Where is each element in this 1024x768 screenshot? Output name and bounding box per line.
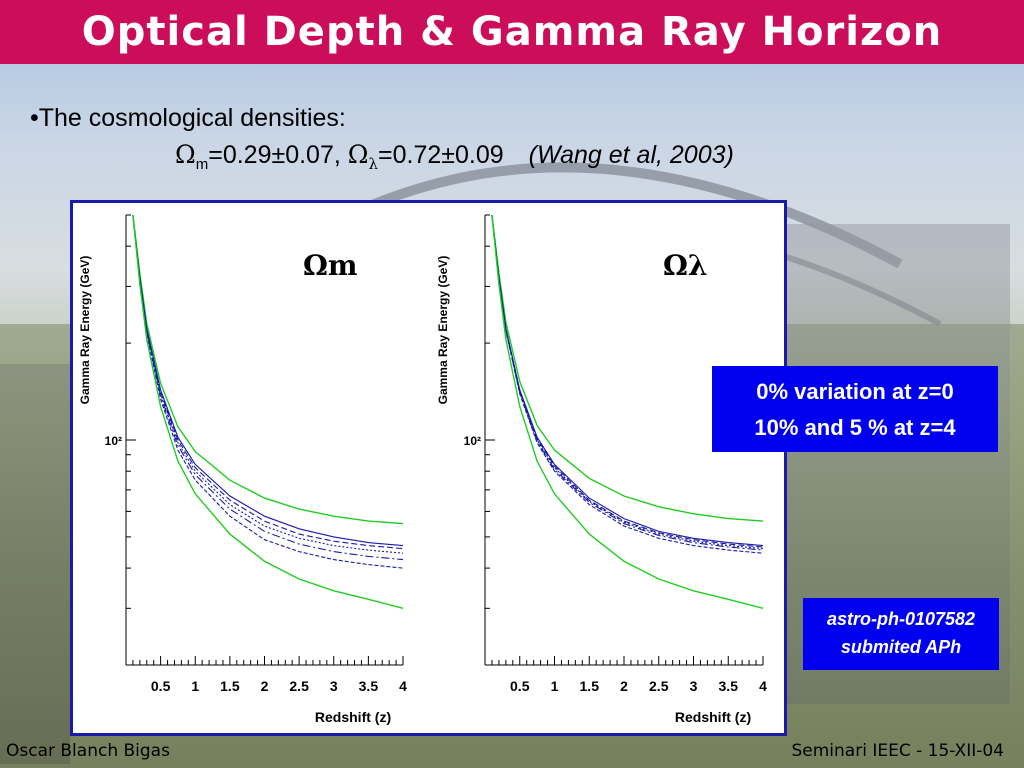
series-line-blue [132, 214, 404, 561]
series-line-blue [132, 214, 404, 569]
reference-callout: astro-ph-0107582 submited APh [803, 598, 999, 670]
series-line-green [132, 214, 404, 609]
x-tick-label: 3.5 [719, 678, 739, 694]
x-tick-label: 1.5 [580, 678, 600, 694]
x-tick-label: 2.5 [289, 678, 309, 694]
omega-symbol-2: Ω [347, 140, 369, 169]
omega-m-value: =0.29±0.07, [208, 141, 341, 169]
footer-author: Oscar Blanch Bigas [6, 741, 170, 761]
panel-label: Ωm [303, 249, 358, 282]
series-line-blue [132, 214, 404, 547]
x-tick-label: 1 [551, 678, 559, 694]
citation: (Wang et al, 2003) [528, 141, 734, 169]
x-tick-label: 3.5 [359, 678, 379, 694]
reference-line-1: astro-ph-0107582 [826, 609, 976, 629]
x-tick-label: 4 [759, 678, 767, 694]
variation-line-2: 10% and 5 % at z=4 [754, 415, 956, 440]
panel-label: Ωλ [663, 249, 708, 282]
y-axis-label: Gamma Ray Energy (GeV) [78, 256, 92, 405]
series-line-blue [491, 214, 764, 548]
omega-symbol: Ω [175, 140, 196, 169]
x-tick-label: 2 [620, 678, 628, 694]
series-line-green [491, 214, 764, 522]
x-tick-label: 4 [399, 678, 407, 694]
x-tick-label: 0.5 [151, 678, 171, 694]
variation-line-1: 0% variation at z=0 [756, 379, 954, 404]
series-line-blue [491, 214, 764, 554]
chart-svg: 10² 0.5 1 1.5 2 2.5 3 3.5 4 Redshift (z) Gamma Ray… [78, 214, 767, 725]
x-tick-label: 3 [330, 678, 338, 694]
reference-line-2: submited APh [840, 637, 962, 657]
omega-lambda-value: =0.72±0.09 [378, 141, 504, 169]
title-bar: Optical Depth & Gamma Ray Horizon [0, 0, 1024, 64]
x-tick-label: 0.5 [510, 678, 530, 694]
y-axis-label: Gamma Ray Energy (GeV) [436, 256, 450, 405]
variation-callout: 0% variation at z=0 10% and 5 % at z=4 [712, 366, 998, 452]
series-line-green [491, 214, 764, 609]
y-tick-label: 10² [105, 434, 122, 448]
footer-event: Seminari IEEC - 15-XII-04 [791, 741, 1004, 761]
plot-frame: 10² 0.5 1 1.5 2 2.5 3 3.5 4 Redshift (z) Gamma Ray… [70, 200, 787, 736]
series-line-blue [132, 214, 404, 554]
y-tick-label: 10² [464, 434, 481, 448]
x-tick-label: 1.5 [220, 678, 240, 694]
x-tick-label: 1 [191, 678, 199, 694]
formula-line: Ωm=0.29±0.07, Ωλ=0.72±0.09 (Wang et al, … [175, 140, 734, 173]
series-line-blue [491, 214, 764, 551]
x-tick-label: 2 [261, 678, 269, 694]
series-line-green [132, 214, 404, 525]
x-axis-label: Redshift (z) [675, 709, 751, 725]
omega-m-subscript: m [195, 156, 209, 173]
bullet-text: •The cosmological densities: [30, 104, 346, 132]
x-tick-label: 2.5 [649, 678, 669, 694]
x-tick-label: 3 [690, 678, 698, 694]
omega-lambda-subscript: λ [368, 155, 379, 173]
slide-title: Optical Depth & Gamma Ray Horizon [81, 9, 943, 55]
x-axis-label: Redshift (z) [315, 709, 391, 725]
